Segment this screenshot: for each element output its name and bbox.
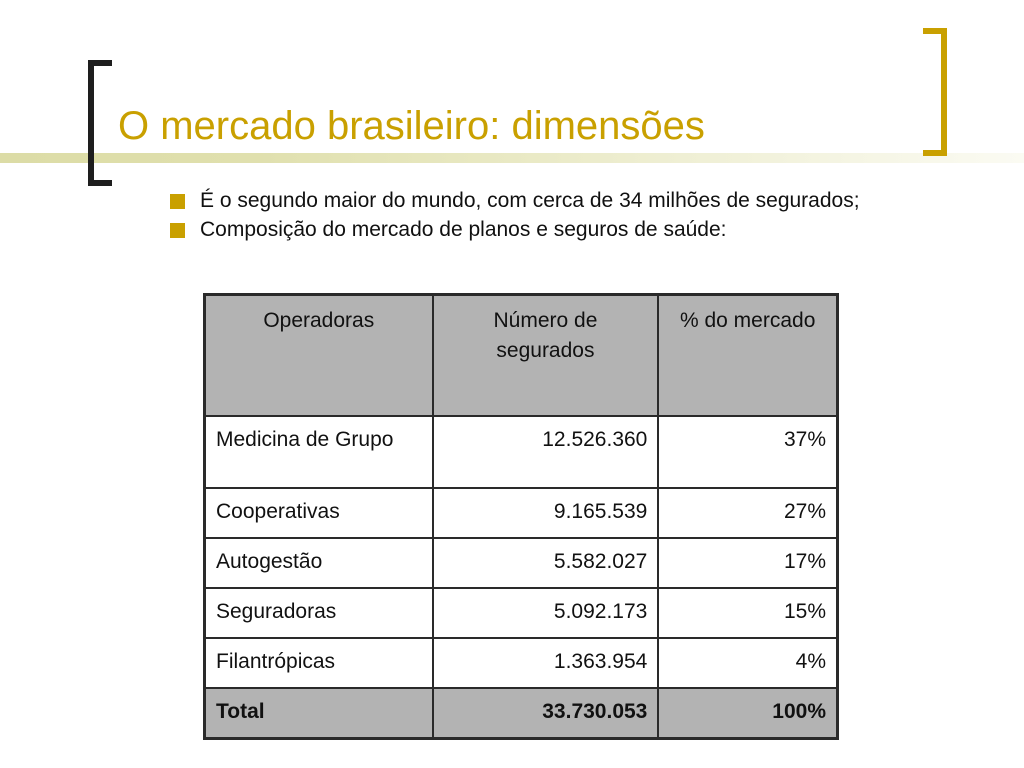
table-row: Autogestão 5.582.027 17%	[203, 537, 839, 589]
bullet-item: Composição do mercado de planos e seguro…	[170, 215, 910, 244]
bullet-item: É o segundo maior do mundo, com cerca de…	[170, 186, 910, 215]
table-row: Cooperativas 9.165.539 27%	[203, 487, 839, 539]
cell-operadora: Seguradoras	[203, 587, 434, 639]
slide-title: O mercado brasileiro: dimensões	[118, 104, 705, 148]
cell-segurados: 9.165.539	[431, 487, 660, 539]
bullet-text: É o segundo maior do mundo, com cerca de…	[200, 189, 860, 212]
column-header-operadoras: Operadoras	[203, 293, 434, 417]
cell-percent: 15%	[657, 587, 839, 639]
column-header-percent: % do mercado	[657, 293, 839, 417]
bullet-text: Composição do mercado de planos e seguro…	[200, 218, 727, 241]
cell-total-label: Total	[203, 687, 434, 740]
right-bracket-decoration	[923, 28, 947, 156]
table-row: Medicina de Grupo 12.526.360 37%	[203, 415, 839, 489]
cell-total-segurados: 33.730.053	[431, 687, 660, 740]
left-bracket-decoration	[88, 60, 112, 186]
market-table-container: Operadoras Número de segurados % do merc…	[203, 293, 839, 740]
bullet-list: É o segundo maior do mundo, com cerca de…	[170, 186, 910, 244]
title-decoration-band	[0, 153, 1024, 163]
cell-operadora: Autogestão	[203, 537, 434, 589]
column-header-segurados: Número de segurados	[431, 293, 660, 417]
table-header-row: Operadoras Número de segurados % do merc…	[203, 293, 839, 417]
cell-segurados: 12.526.360	[431, 415, 660, 489]
table-total-row: Total 33.730.053 100%	[203, 687, 839, 740]
cell-segurados: 5.582.027	[431, 537, 660, 589]
square-bullet-icon	[170, 194, 185, 209]
square-bullet-icon	[170, 223, 185, 238]
cell-total-percent: 100%	[657, 687, 839, 740]
table-row: Filantrópicas 1.363.954 4%	[203, 637, 839, 689]
cell-percent: 17%	[657, 537, 839, 589]
cell-operadora: Medicina de Grupo	[203, 415, 434, 489]
cell-operadora: Filantrópicas	[203, 637, 434, 689]
table-row: Seguradoras 5.092.173 15%	[203, 587, 839, 639]
cell-segurados: 1.363.954	[431, 637, 660, 689]
cell-percent: 27%	[657, 487, 839, 539]
market-table: Operadoras Número de segurados % do merc…	[203, 293, 839, 740]
cell-operadora: Cooperativas	[203, 487, 434, 539]
cell-percent: 37%	[657, 415, 839, 489]
cell-segurados: 5.092.173	[431, 587, 660, 639]
cell-percent: 4%	[657, 637, 839, 689]
